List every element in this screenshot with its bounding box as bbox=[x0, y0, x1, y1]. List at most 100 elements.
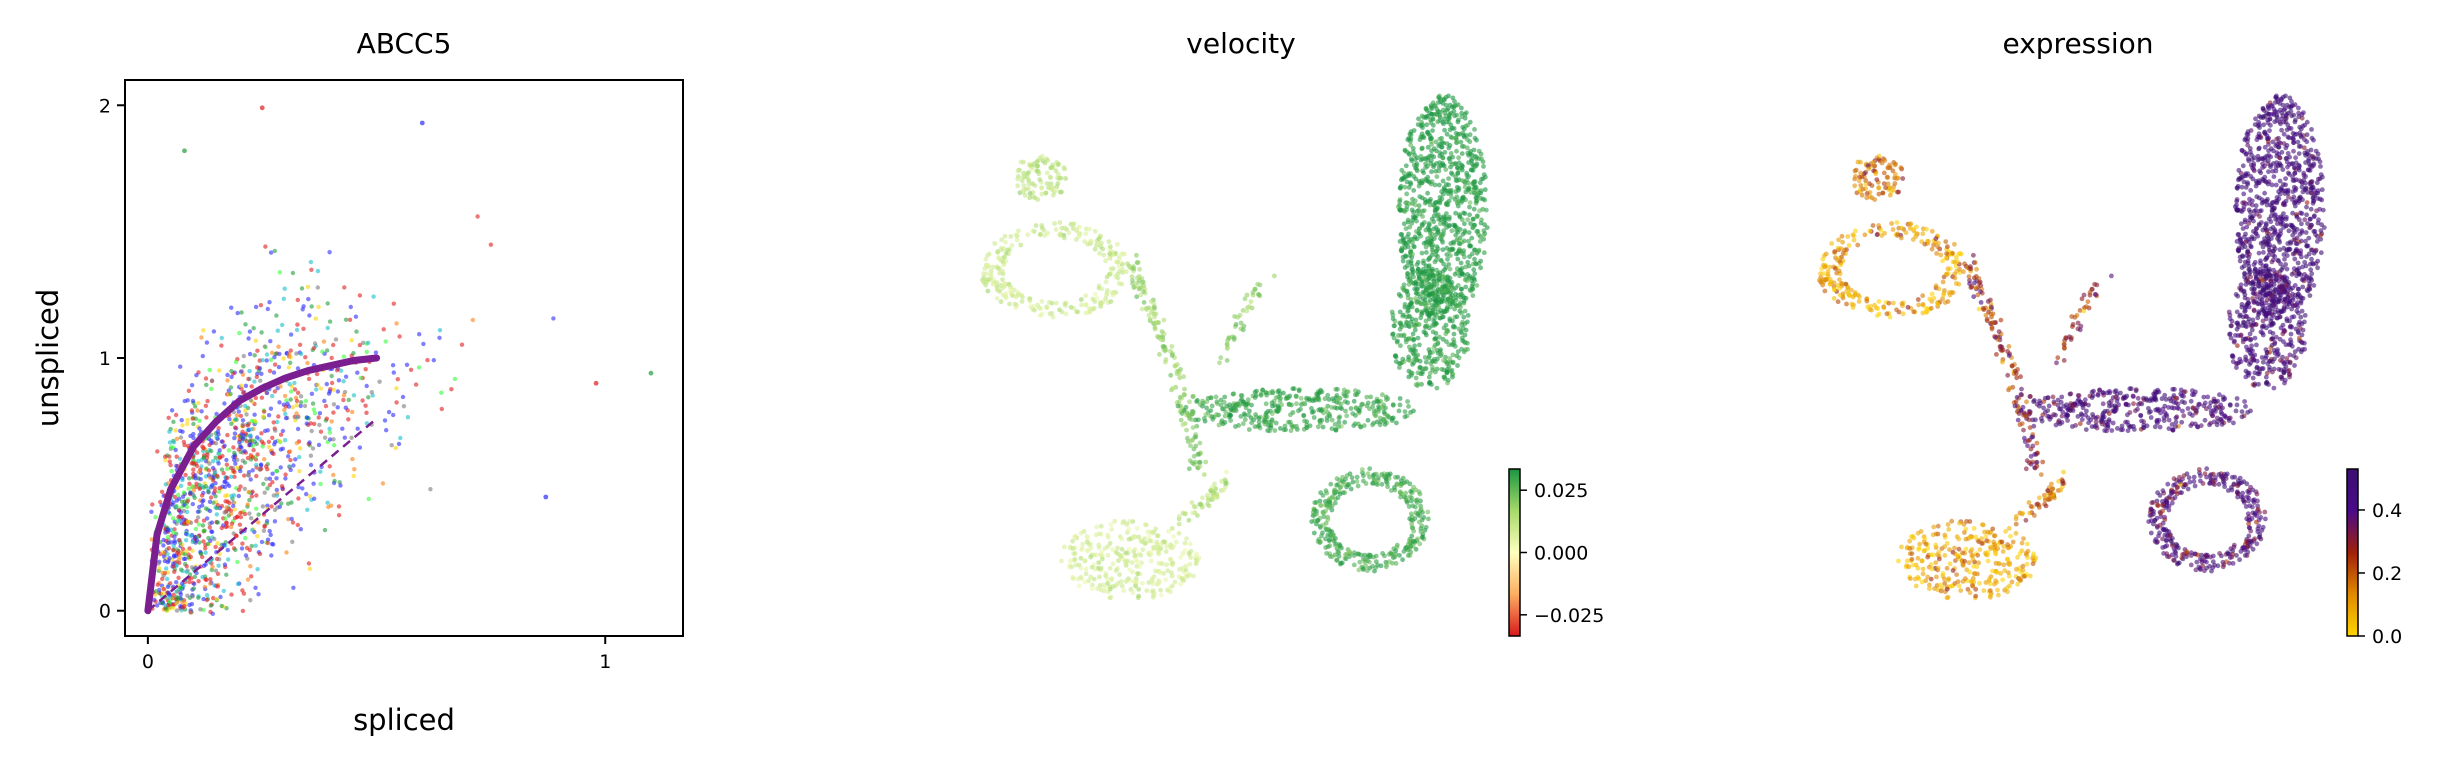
phase-point bbox=[244, 412, 249, 417]
velocity-point bbox=[1281, 427, 1287, 433]
velocity-point bbox=[1441, 261, 1446, 267]
velocity-point bbox=[1009, 243, 1015, 248]
velocity-point bbox=[1148, 558, 1154, 564]
velocity-point bbox=[1399, 248, 1404, 254]
phase-point bbox=[295, 522, 300, 528]
velocity-point bbox=[1465, 313, 1471, 318]
velocity-point bbox=[1411, 149, 1416, 155]
velocity-point bbox=[1459, 167, 1465, 173]
velocity-point bbox=[1130, 590, 1136, 596]
phase-point bbox=[243, 403, 248, 409]
velocity-point bbox=[1418, 153, 1424, 159]
phase-point bbox=[306, 376, 312, 382]
velocity-point bbox=[1394, 339, 1400, 345]
velocity-point bbox=[1083, 231, 1089, 237]
phase-point bbox=[236, 493, 241, 499]
expression-point bbox=[2304, 200, 2310, 206]
colorbar-gradient bbox=[1508, 468, 1521, 637]
velocity-point bbox=[1471, 267, 1477, 273]
phase-point bbox=[262, 490, 267, 495]
velocity-point bbox=[1026, 178, 1032, 183]
velocity-point bbox=[1423, 240, 1429, 245]
velocity-point bbox=[1438, 257, 1444, 263]
phase-point bbox=[208, 603, 214, 608]
velocity-point bbox=[1107, 586, 1113, 592]
velocity-point bbox=[1432, 306, 1438, 312]
velocity-point bbox=[1417, 358, 1423, 364]
velocity-point bbox=[1437, 270, 1443, 275]
velocity-point bbox=[1075, 576, 1081, 582]
velocity-point bbox=[1403, 323, 1409, 328]
velocity-point bbox=[1342, 490, 1347, 496]
phase-point bbox=[216, 451, 221, 456]
velocity-point bbox=[1370, 404, 1375, 410]
expression-point bbox=[2285, 241, 2291, 246]
phase-point bbox=[363, 403, 368, 408]
velocity-point bbox=[1213, 486, 1218, 492]
phase-point bbox=[216, 563, 221, 568]
expression-point bbox=[2319, 197, 2325, 203]
velocity-point bbox=[1334, 399, 1340, 405]
velocity-point bbox=[1454, 314, 1460, 320]
phase-point bbox=[184, 504, 190, 510]
velocity-point bbox=[1467, 119, 1473, 125]
velocity-point bbox=[1425, 129, 1431, 135]
velocity-point bbox=[1244, 292, 1250, 298]
phase-point bbox=[184, 564, 189, 569]
velocity-point bbox=[1273, 420, 1279, 426]
velocity-point bbox=[1176, 530, 1182, 536]
velocity-point bbox=[1458, 286, 1464, 292]
velocity-point bbox=[1429, 169, 1434, 175]
phase-point bbox=[169, 408, 175, 413]
velocity-point bbox=[1427, 297, 1433, 303]
expression-point bbox=[2281, 202, 2287, 208]
velocity-point bbox=[1188, 555, 1193, 560]
phase-point bbox=[212, 489, 217, 494]
phase-point bbox=[386, 409, 392, 415]
expression-point bbox=[2240, 253, 2245, 259]
phase-point bbox=[289, 500, 294, 505]
expression-point bbox=[2282, 106, 2288, 112]
phase-point bbox=[390, 363, 396, 368]
velocity-point bbox=[1444, 182, 1449, 187]
phase-point bbox=[263, 244, 268, 249]
velocity-point bbox=[1329, 426, 1335, 431]
phase-point bbox=[228, 385, 234, 390]
expression-point bbox=[2252, 122, 2258, 127]
velocity-point bbox=[1093, 552, 1099, 558]
phase-point bbox=[327, 426, 332, 431]
phase-point bbox=[240, 422, 245, 427]
phase-point bbox=[307, 494, 313, 499]
phase-point bbox=[150, 502, 155, 507]
velocity-point bbox=[1470, 293, 1476, 298]
velocity-point bbox=[1108, 266, 1114, 272]
phase-point bbox=[439, 406, 444, 412]
phase-point bbox=[190, 594, 195, 599]
phase-point bbox=[194, 518, 199, 524]
velocity-point bbox=[1427, 199, 1433, 204]
phase-point bbox=[219, 335, 224, 341]
velocity-point bbox=[1041, 227, 1047, 233]
velocity-point bbox=[1451, 337, 1456, 343]
velocity-point bbox=[1456, 326, 1462, 332]
velocity-point bbox=[988, 273, 994, 279]
expression-point bbox=[2285, 187, 2291, 193]
velocity-point bbox=[1427, 202, 1433, 208]
velocity-point bbox=[1442, 127, 1447, 133]
velocity-point bbox=[1044, 170, 1050, 176]
phase-point bbox=[276, 364, 282, 370]
expression-point bbox=[2262, 190, 2268, 196]
phase-point bbox=[217, 448, 222, 453]
velocity-point bbox=[1406, 282, 1412, 287]
phase-point bbox=[174, 580, 179, 585]
phase-point bbox=[268, 532, 273, 538]
velocity-point bbox=[1105, 553, 1111, 558]
velocity-point bbox=[1394, 481, 1400, 487]
phase-point bbox=[195, 515, 201, 520]
velocity-point bbox=[1238, 393, 1244, 398]
phase-point bbox=[258, 378, 263, 383]
velocity-point bbox=[1256, 423, 1262, 428]
velocity-point bbox=[1377, 415, 1383, 421]
phase-point bbox=[401, 404, 407, 409]
phase-point bbox=[281, 296, 286, 301]
